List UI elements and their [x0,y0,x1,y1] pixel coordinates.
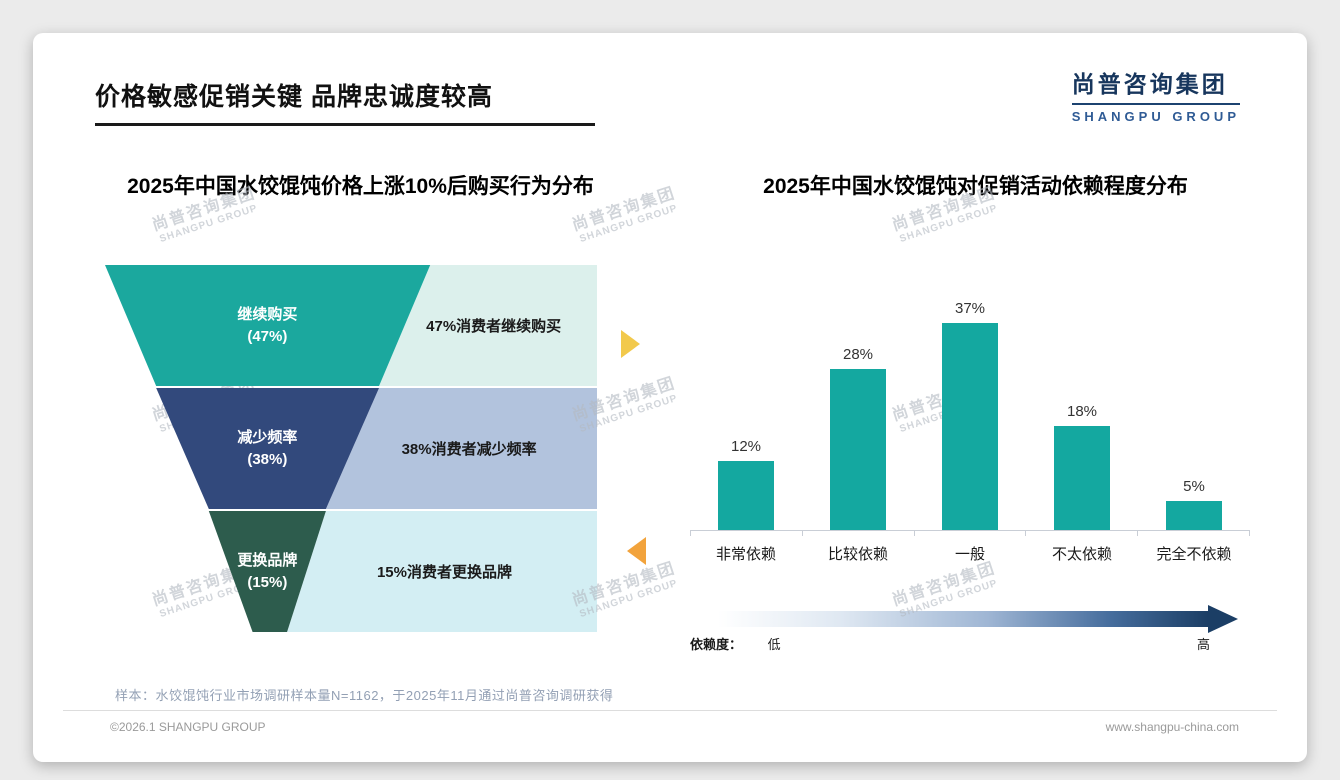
bar [942,323,998,530]
category-label: 一般 [954,546,985,563]
bar-value-label: 28% [842,346,874,363]
funnel-desc-block [287,511,597,632]
arrow-right-icon [621,330,640,358]
dependency-axis-labels: 依赖度： 低 高 [690,634,1238,654]
gradient-bar [718,611,1208,627]
category-label: 完全不依赖 [1156,546,1232,563]
bar-chart: 12% 28% 37% 18% 5% 非常依赖 [690,300,1250,564]
arrow-left-icon [627,537,646,565]
slide: 尚普咨询集团 SHANGPU GROUP 尚普咨询集团 SHANGPU GROUP 尚普… [33,33,1307,762]
footer-copyright: ©2026.1 SHANGPU GROUP [110,720,266,734]
funnel-desc-block [325,388,597,509]
sample-note: 样本：水饺馄饨行业市场调研样本量N=1162，于2025年11月通过尚普咨询调研… [115,688,614,703]
funnel-level-name: 减少频率 [237,428,298,446]
funnel-chart-title: 2025年中国水饺馄饨价格上涨10%后购买行为分布 [127,175,594,198]
bar-value-label: 5% [1183,478,1205,495]
bar-plot-area: 12% 28% 37% 18% 5% [690,300,1250,531]
logo-english-text: SHANGPU GROUP [1071,109,1240,124]
funnel-desc-text: 15%消费者更换品牌 [376,564,512,581]
funnel-level-name: 更换品牌 [237,551,298,569]
bar-column: 28% [802,300,914,530]
bar-value-label: 12% [730,438,762,455]
dependency-high-label: 高 [1196,637,1210,652]
funnel-level-pct: (15%) [247,573,288,591]
bar [1054,426,1110,530]
funnel-level-name: 继续购买 [237,305,298,323]
funnel-row: 继续购买 (47%) 47%消费者继续购买 [105,265,597,386]
funnel-segment [105,265,431,386]
bar-value-label: 18% [1066,403,1098,420]
funnel-level-pct: (38%) [247,450,288,468]
funnel-row: 减少频率 (38%) 38%消费者减少频率 [105,388,597,509]
page-title: 价格敏感促销关键 品牌忠诚度较高 [95,77,595,126]
bar-value-label: 37% [954,300,986,317]
dependency-low-label: 低 [767,637,781,652]
funnel-level-pct: (47%) [247,327,288,345]
funnel-segment-label: 减少频率 (38%) [105,388,430,509]
funnel-segment-label: 继续购买 (47%) [105,265,430,386]
logo-chinese-text: 尚普咨询集团 [1071,65,1240,105]
dependency-gradient-arrow [718,604,1238,634]
category-label: 比较依赖 [827,546,888,563]
arrowhead-icon [1208,605,1238,633]
bar-column: 12% [690,300,802,530]
category-axis: 非常依赖 比较依赖 一般 不太依赖 完全不依赖 [690,536,1250,564]
axis-ticks [690,531,1250,536]
dependency-axis-title: 依赖度： [690,637,743,652]
footer-divider [63,710,1277,711]
category-label: 非常依赖 [715,546,776,563]
bar-chart-title: 2025年中国水饺馄饨对促销活动依赖程度分布 [763,175,1188,198]
bar-column: 5% [1138,300,1250,530]
footer-website: www.shangpu-china.com [1105,720,1239,734]
company-logo: 尚普咨询集团 SHANGPU GROUP [1071,65,1240,124]
funnel-segment-label: 更换品牌 (15%) [105,511,430,632]
funnel-desc-text: 47%消费者继续购买 [426,318,562,335]
bar [830,369,886,530]
category-label: 不太依赖 [1051,546,1112,563]
funnel-desc-text: 38%消费者减少频率 [401,441,537,458]
bar [1166,501,1222,530]
funnel-chart: 继续购买 (47%) 47%消费者继续购买 减少频率 (38%) 38%消费者减… [105,265,597,634]
funnel-row: 更换品牌 (15%) 15%消费者更换品牌 [105,511,597,632]
bar-column: 18% [1026,300,1138,530]
bar [718,461,774,530]
bar-column: 37% [914,300,1026,530]
